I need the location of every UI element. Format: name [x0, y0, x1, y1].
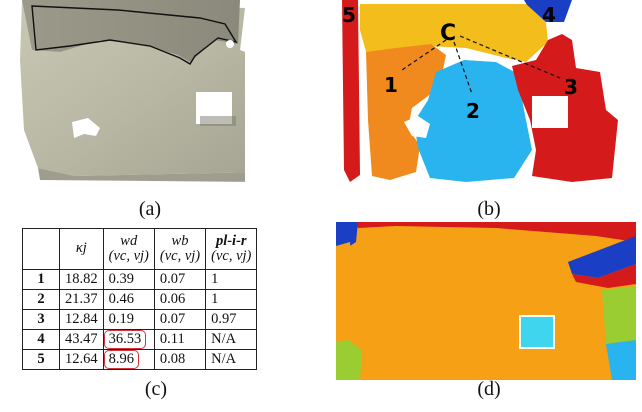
label-1: 1 [384, 73, 398, 97]
row-id: 5 [22, 349, 60, 370]
highlight-box: 8.96 [103, 350, 139, 369]
cell-wd: 0.46 [102, 289, 155, 310]
segment-2-region [414, 60, 532, 182]
header-wb: wb (vc, vj) [153, 228, 207, 270]
cell-wb: 0.11 [153, 329, 207, 350]
table-row: 2 21.37 0.46 0.06 1 [22, 289, 258, 310]
cell-wb: 0.06 [153, 289, 207, 310]
table-header-row: κj wd (vc, vj) wb (vc, vj) pl-i-r (vc, vj) [22, 228, 258, 270]
segment-outline [31, 5, 238, 65]
panel-d-segmentation [336, 222, 636, 380]
label-2: 2 [466, 99, 480, 123]
table-row: 3 12.84 0.19 0.07 0.97 [22, 309, 258, 330]
cell-plir: 1 [205, 269, 258, 290]
panel-a-caption: (a) [138, 198, 162, 220]
row-id: 2 [22, 289, 60, 310]
cell-kappa: 43.47 [59, 329, 104, 350]
header-wd: wd (vc, vj) [102, 228, 155, 270]
cell-wd: 8.96 [102, 349, 155, 370]
panel-d-caption: (d) [477, 378, 501, 400]
table-row: 4 43.47 36.53 0.11 N/A [22, 329, 258, 350]
row-id: 4 [22, 329, 60, 350]
cell-kappa: 18.82 [59, 269, 104, 290]
table-row: 5 12.64 8.96 0.08 N/A [22, 349, 258, 370]
cell-wb: 0.07 [153, 269, 207, 290]
cell-kappa: 12.84 [59, 309, 104, 330]
label-3: 3 [564, 75, 578, 99]
cell-wd: 0.39 [102, 269, 155, 290]
panel-b-caption: (b) [477, 198, 501, 220]
cell-kappa: 12.64 [59, 349, 104, 370]
cell-plir: N/A [205, 329, 258, 350]
cell-plir: 0.97 [205, 309, 258, 330]
cell-kappa: 21.37 [59, 289, 104, 310]
segment-orange-region [336, 222, 636, 380]
label-c: C [440, 21, 456, 46]
highlight-box: 36.53 [103, 330, 147, 349]
panel-a-image [0, 0, 245, 200]
cell-wb: 0.08 [153, 349, 207, 370]
segment-1-region [366, 44, 446, 180]
cell-wb: 0.07 [153, 309, 207, 330]
connection-lines [401, 35, 561, 95]
segment-cyan-square [519, 315, 555, 349]
row-id: 1 [22, 269, 60, 290]
header-blank [22, 228, 60, 270]
label-5: 5 [342, 3, 356, 27]
segment-5-region [342, 0, 360, 182]
header-kappa: κj [59, 228, 104, 270]
panel-c-caption: (c) [144, 378, 168, 400]
cell-wd: 36.53 [102, 329, 155, 350]
cell-plir: N/A [205, 349, 258, 370]
cell-plir: 1 [205, 289, 258, 310]
header-plir: pl-i-r (vc, vj) [205, 228, 258, 270]
segment-4-region [524, 0, 572, 22]
edge-weight-table: κj wd (vc, vj) wb (vc, vj) pl-i-r (vc, vj) … [22, 228, 258, 370]
table-row: 1 18.82 0.39 0.07 1 [22, 269, 258, 290]
label-4: 4 [542, 3, 556, 27]
row-id: 3 [22, 309, 60, 330]
cell-wd: 0.19 [102, 309, 155, 330]
panel-b-segmentation: C 1 2 3 4 5 [336, 0, 642, 200]
